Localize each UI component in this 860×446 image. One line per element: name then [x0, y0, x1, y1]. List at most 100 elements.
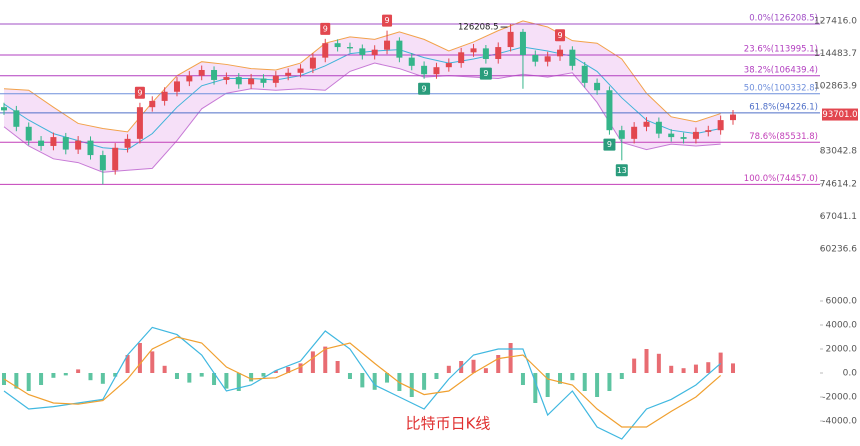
- macd-bar: [323, 346, 328, 373]
- fib-label: 38.2%(106439.4): [744, 65, 818, 75]
- candle-body: [285, 72, 292, 76]
- macd-bar: [434, 373, 439, 379]
- candle-body: [384, 40, 391, 50]
- candle-body: [297, 68, 304, 73]
- macd-bar: [471, 359, 476, 373]
- macd-bar: [706, 362, 711, 373]
- fib-label: 50.0%(100332.8): [744, 83, 818, 93]
- macd-bar: [174, 373, 179, 379]
- candle-body: [458, 52, 465, 64]
- macd-bar: [347, 373, 352, 379]
- macd-bar: [446, 365, 451, 373]
- candle-body: [124, 138, 131, 148]
- y-tick-label: -4000.0: [822, 417, 857, 427]
- macd-bar: [360, 373, 365, 388]
- macd-bar: [520, 373, 525, 385]
- dif-line: [3, 326, 722, 440]
- buy-setup-label: 9: [483, 69, 488, 78]
- last-price-box: [822, 108, 858, 121]
- sell-setup-label: 9: [323, 24, 328, 33]
- candle-body: [359, 48, 366, 55]
- y-tick-label: 6000.0: [826, 297, 858, 307]
- band-fill: [4, 20, 721, 173]
- macd-bar: [26, 373, 31, 391]
- buy-setup-label: 13: [617, 166, 627, 175]
- candle-body: [322, 43, 329, 58]
- sell-setup-box: [382, 14, 393, 27]
- buy-setup-box: [479, 67, 492, 80]
- candle-body: [99, 155, 106, 171]
- candle-body: [470, 48, 477, 53]
- candle-body: [25, 126, 32, 141]
- y-tick-label: 0.0: [843, 369, 858, 379]
- macd-bar: [14, 373, 19, 389]
- macd-bar: [286, 367, 291, 373]
- macd-bar: [372, 373, 377, 390]
- candle-body: [519, 31, 526, 55]
- y-tick-label: -2000.0: [822, 393, 857, 403]
- macd-bar: [718, 352, 723, 373]
- candle-body: [445, 63, 452, 68]
- buy-setup-label: 9: [422, 84, 427, 93]
- buy-setup-box: [615, 164, 628, 177]
- candle-body: [618, 130, 625, 139]
- candle-body: [38, 140, 45, 146]
- candle-body: [260, 78, 267, 83]
- macd-bar: [656, 353, 661, 373]
- fib-label: 78.6%(85531.8): [749, 132, 818, 142]
- candle-body: [149, 100, 156, 108]
- candle-body: [655, 121, 662, 134]
- y-tick-label: 60236.6: [820, 244, 857, 254]
- candle-body: [186, 75, 193, 82]
- macd-bar: [162, 365, 167, 373]
- candle-body: [692, 131, 699, 139]
- sell-setup-box: [555, 29, 566, 42]
- y-tick-label: 67041.1: [820, 212, 857, 222]
- candle-body: [482, 48, 489, 59]
- macd-bar: [558, 373, 563, 384]
- macd-bar: [533, 373, 538, 403]
- chart-title: 比特币日K线: [406, 415, 491, 433]
- candle-body: [594, 82, 601, 91]
- macd-bar: [249, 373, 254, 382]
- candle-body: [544, 56, 551, 62]
- candle-body: [223, 77, 230, 80]
- macd-bar: [100, 373, 105, 384]
- macd-bar: [187, 373, 192, 383]
- candle-body: [211, 69, 218, 80]
- candle-body: [668, 133, 675, 138]
- candle-body: [161, 91, 168, 101]
- candle-body: [730, 114, 736, 121]
- dea-line: [3, 336, 722, 428]
- fib-label: 61.8%(94226.1): [749, 102, 818, 112]
- candle-body: [272, 75, 279, 83]
- y-tick-label: 2000.0: [826, 345, 858, 355]
- macd-bar: [669, 365, 674, 373]
- macd-bar: [693, 364, 698, 373]
- sell-setup-box: [320, 22, 331, 35]
- macd-bar: [212, 373, 217, 385]
- candle-body: [112, 147, 119, 171]
- band-lower: [3, 62, 721, 173]
- y-tick-label: 4000.0: [826, 321, 858, 331]
- sell-setup-box: [134, 86, 145, 99]
- macd-bar: [261, 373, 266, 377]
- candle-body: [50, 137, 57, 146]
- sell-setup-label: 9: [137, 88, 142, 97]
- y-tick-label: 74614.2: [820, 179, 857, 189]
- last-price-label: 93701.0: [822, 110, 857, 120]
- candle-body: [62, 137, 69, 150]
- candle-body: [631, 126, 638, 139]
- candle-body: [408, 57, 415, 66]
- candle-body: [717, 120, 724, 131]
- candle-body: [248, 78, 255, 85]
- macd-bar: [335, 361, 340, 373]
- candle-body: [235, 77, 242, 85]
- candle-body: [346, 47, 353, 49]
- candle-body: [433, 67, 440, 75]
- candle-body: [13, 110, 20, 127]
- macd-bar: [88, 373, 93, 381]
- candle-body: [557, 49, 564, 57]
- macd-bar: [545, 373, 550, 397]
